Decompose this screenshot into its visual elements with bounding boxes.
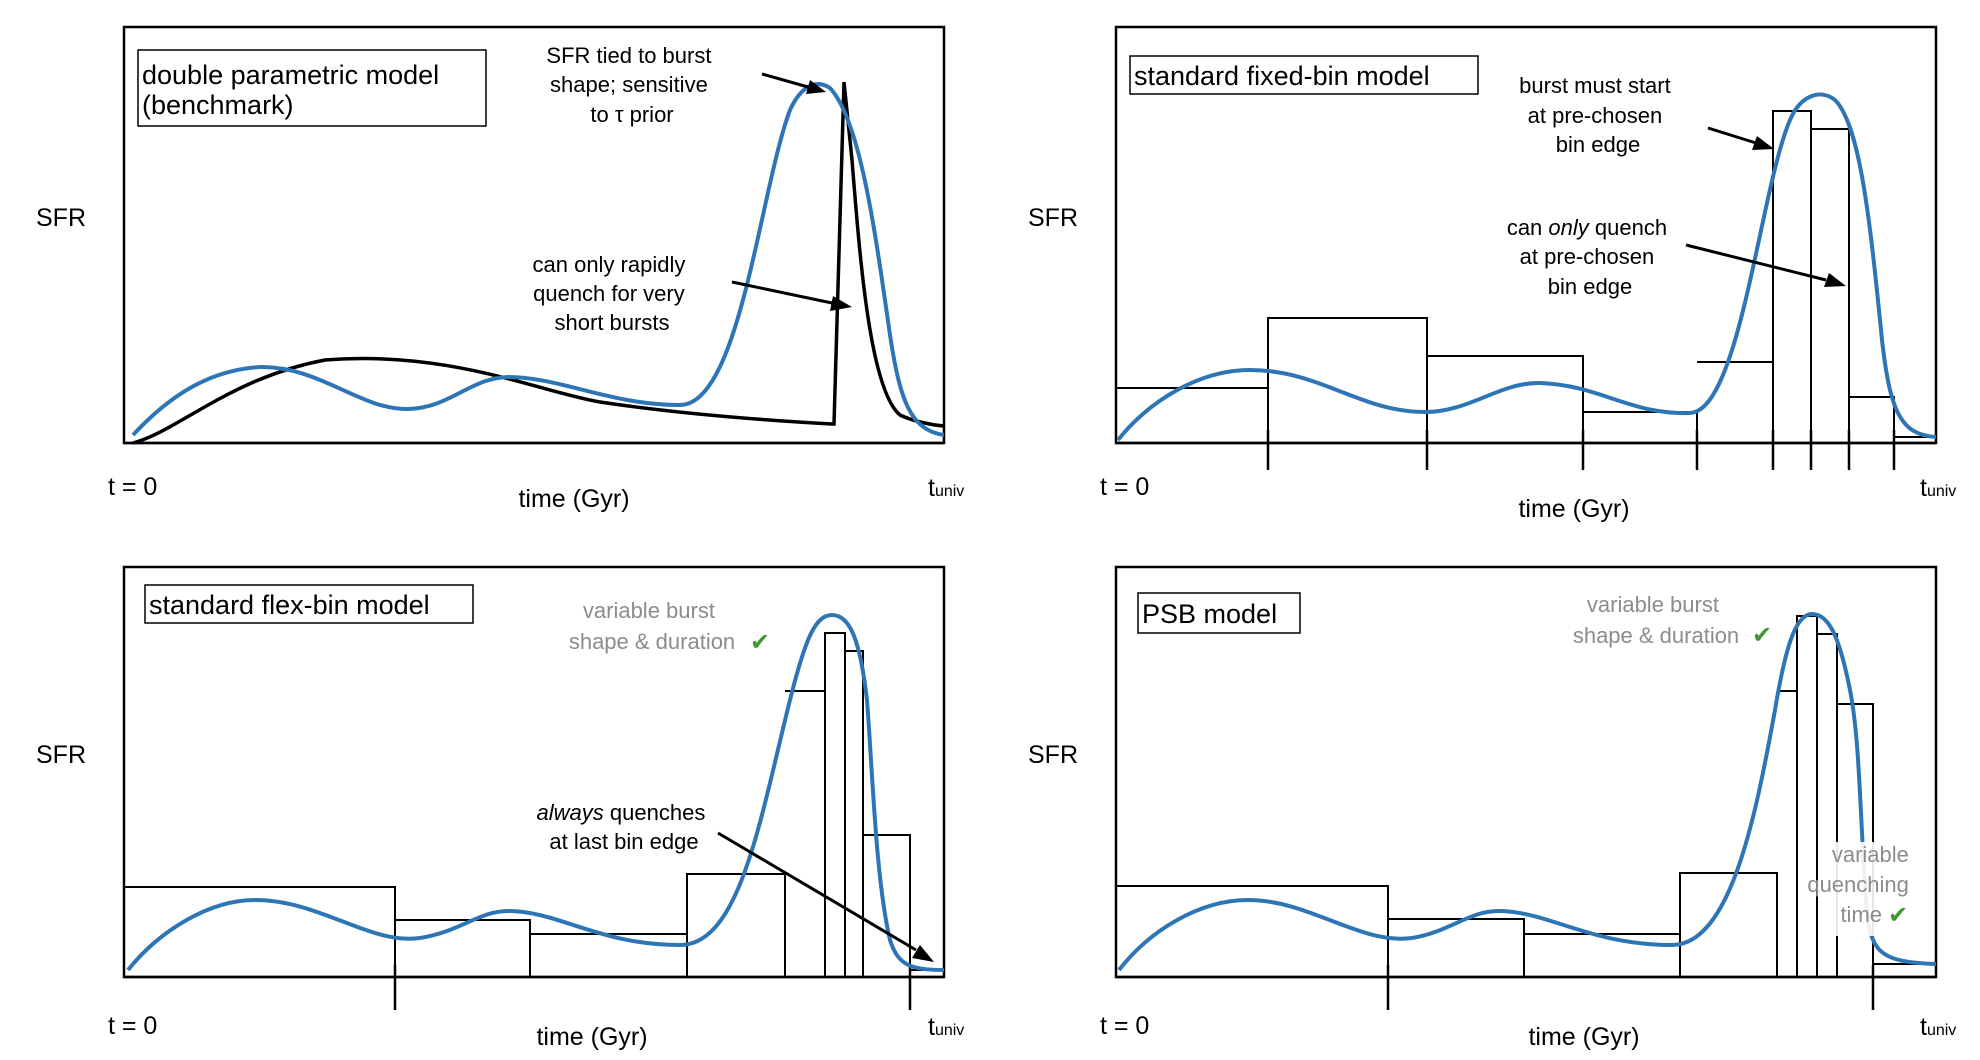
annotation-variable-burst: variable burst shape & duration <box>569 598 735 654</box>
annotation-backdrop <box>1818 842 1914 936</box>
x-start-label: t = 0 <box>1100 1012 1149 1040</box>
arrowhead-icon <box>1824 273 1846 287</box>
bin-step <box>686 873 786 977</box>
bin-step <box>1679 872 1778 977</box>
annotation-arrow-shaft <box>1707 126 1757 145</box>
panel-psb: SFR t = 0 time (Gyr) tuniv PSB model var… <box>1028 565 1956 1051</box>
model-sfh-curve <box>1117 611 1937 972</box>
annotation-variable-quenching: variable quenching time <box>1807 842 1915 927</box>
y-axis-label: SFR <box>1028 204 1078 232</box>
annotation-always-quenches: always quenches at last bin edge <box>537 800 712 854</box>
arrowhead-icon <box>1752 136 1774 150</box>
bin-step <box>124 886 396 977</box>
panel-title: PSB model <box>1142 599 1277 629</box>
x-start-label: t = 0 <box>1100 473 1149 501</box>
panel-standard-fixed-bin: SFR t = 0 time (Gyr) tuniv standard fixe… <box>1028 25 1956 523</box>
panel-standard-flex-bin: SFR t = 0 time (Gyr) tuniv standard flex… <box>36 565 964 1051</box>
annotation-arrow-shaft <box>761 72 809 89</box>
panel-title: double parametric model <box>142 60 439 90</box>
checkmark-icon: ✔ <box>1888 901 1908 929</box>
bin-step <box>1849 396 1895 443</box>
arrowhead-icon <box>806 80 826 94</box>
annotation-rapid-quench: can only rapidly quench for very short b… <box>533 252 692 335</box>
panel-title: standard fixed-bin model <box>1134 61 1430 91</box>
annotation-arrow-shaft <box>1685 243 1827 282</box>
title-box <box>1137 592 1301 634</box>
tau-prior-text: to τ prior <box>590 102 673 127</box>
model-sfh-curve <box>1116 92 1937 442</box>
y-axis-label: SFR <box>36 204 86 232</box>
bin-step <box>1116 885 1389 977</box>
x-start-label: t = 0 <box>108 473 157 501</box>
annotation-quench-bin-edge: can only quench at pre-chosen bin edge <box>1507 215 1673 299</box>
bin-edge-ticks <box>393 965 912 1010</box>
annotation-variable-burst: variable burst shape & duration <box>1573 592 1739 648</box>
bin-step <box>395 919 531 977</box>
x-end-label: tuniv <box>1920 474 1956 502</box>
x-end-label: tuniv <box>928 1013 964 1041</box>
y-axis-label: SFR <box>1028 741 1078 769</box>
x-axis-label: time (Gyr) <box>1518 495 1629 523</box>
panel-title-line2: (benchmark) <box>142 90 294 120</box>
bin-step <box>1777 690 1798 977</box>
x-axis-label: time (Gyr) <box>536 1023 647 1051</box>
y-axis-label: SFR <box>36 741 86 769</box>
annotation-arrow-shaft <box>717 831 917 952</box>
x-axis-label: time (Gyr) <box>1528 1023 1639 1051</box>
bin-edge-ticks <box>1386 965 1875 1010</box>
bin-step <box>785 690 826 977</box>
annotation-burst-start: burst must start at pre-chosen bin edge <box>1519 73 1677 157</box>
bin-step <box>845 650 864 977</box>
annotation-arrow-shaft <box>731 280 833 305</box>
bin-step <box>1583 411 1698 443</box>
bin-step <box>863 834 911 977</box>
x-axis-label: time (Gyr) <box>518 485 629 513</box>
bin-step <box>1796 615 1818 977</box>
bin-step <box>530 933 688 977</box>
bin-step <box>1427 355 1584 443</box>
arrowhead-icon <box>830 296 852 311</box>
sfh-bins <box>124 632 944 977</box>
model-sfh-curve <box>131 82 945 437</box>
title-box <box>144 584 474 624</box>
arrowhead-icon <box>912 945 934 962</box>
bin-step <box>1267 317 1428 443</box>
bin-edge-ticks <box>1266 430 1896 470</box>
sfh-bins <box>1116 615 1936 977</box>
x-start-label: t = 0 <box>108 1012 157 1040</box>
panel-title: standard flex-bin model <box>149 590 430 620</box>
bin-step <box>824 632 846 977</box>
title-box <box>1129 55 1479 95</box>
checkmark-icon: ✔ <box>1752 621 1772 649</box>
x-end-label: tuniv <box>1920 1013 1956 1041</box>
bin-step <box>1388 918 1525 977</box>
panel-double-parametric: SFR t = 0 time (Gyr) tuniv double parame… <box>36 25 964 513</box>
x-end-label: tuniv <box>928 474 964 502</box>
bin-step <box>1524 933 1681 977</box>
annotation-burst-shape: SFR tied to burst shape; sensitive to τ … <box>546 43 717 127</box>
checkmark-icon: ✔ <box>750 628 770 656</box>
title-box <box>137 49 487 127</box>
benchmark-sfh-curve <box>132 81 945 445</box>
model-sfh-curve <box>126 612 945 972</box>
